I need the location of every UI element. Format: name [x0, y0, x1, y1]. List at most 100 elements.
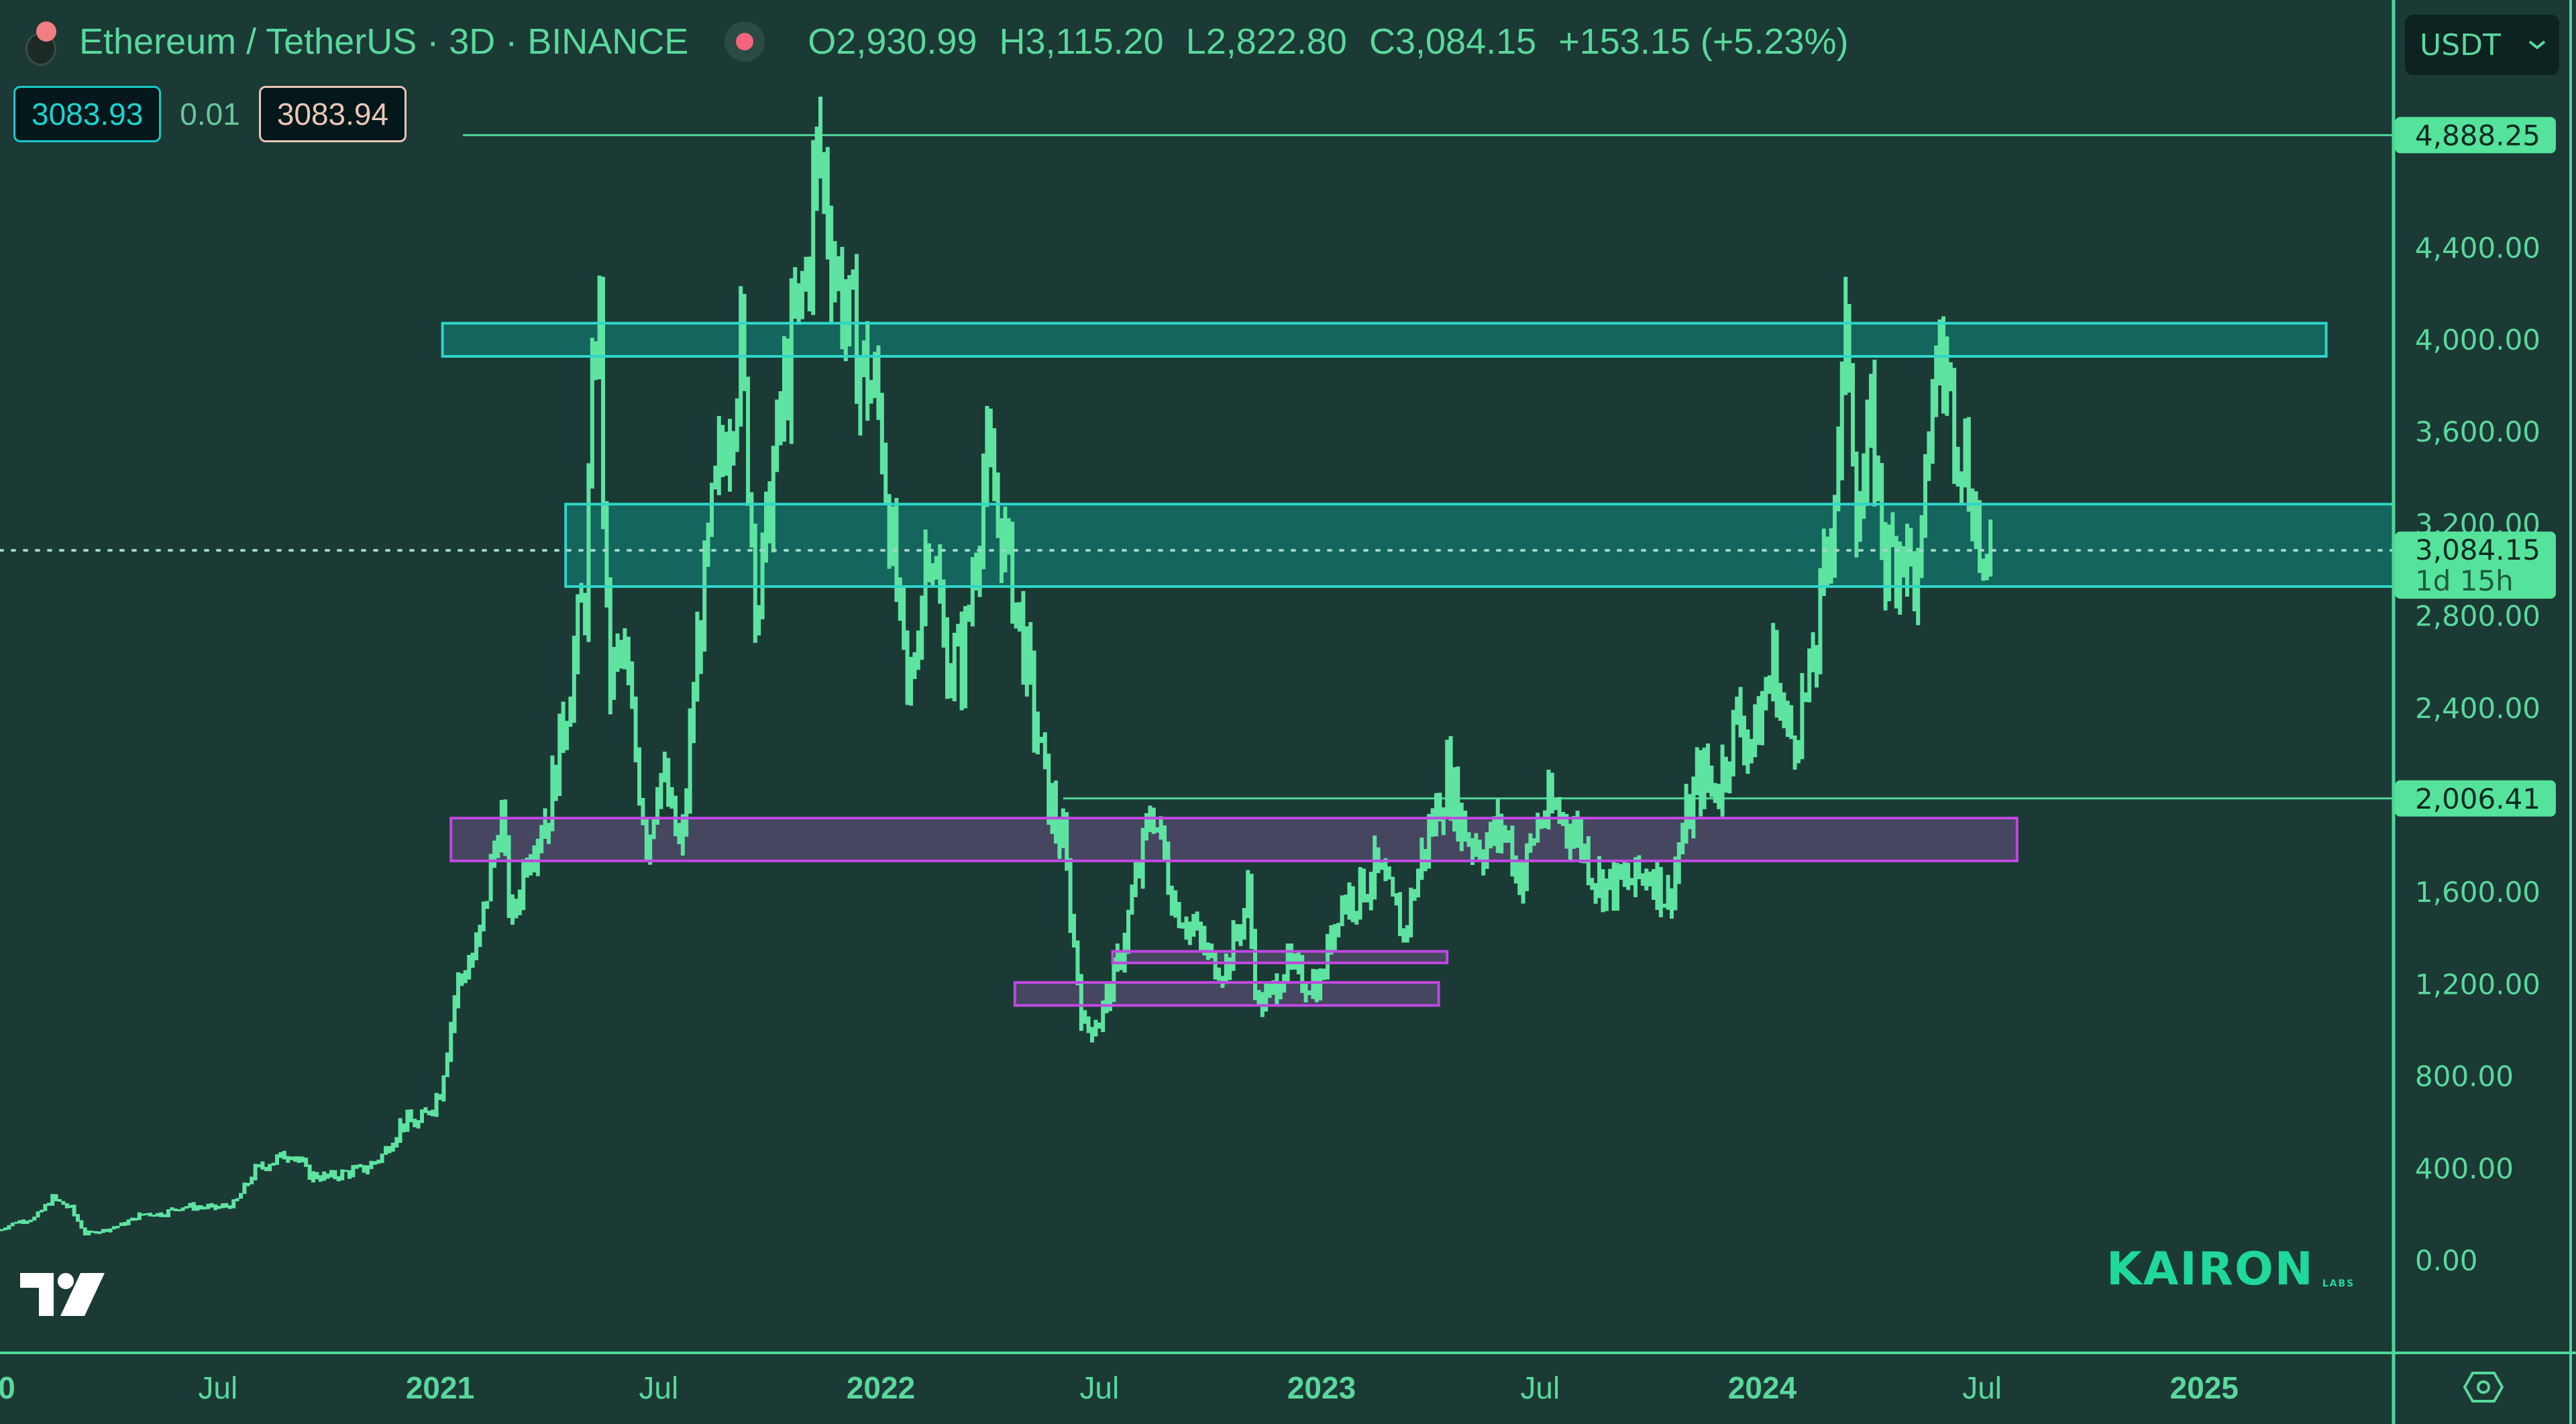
price-tick-label: 2,800.00	[2415, 600, 2540, 633]
candle	[282, 1151, 286, 1160]
price-label-box[interactable]	[2395, 780, 2556, 817]
candle	[1430, 808, 1435, 837]
support-zone-3[interactable]	[1111, 950, 1449, 964]
candle	[492, 840, 496, 868]
candle	[1717, 784, 1721, 809]
candle	[58, 1199, 62, 1202]
candle	[10, 1222, 15, 1227]
candle	[474, 932, 478, 960]
price-axis[interactable]	[2394, 0, 2576, 1424]
candle	[1181, 922, 1185, 929]
candle	[1101, 1000, 1106, 1033]
resistance-zone-0[interactable]	[441, 321, 2328, 358]
price-label-box[interactable]	[2395, 531, 2556, 599]
support-zone-fill[interactable]	[1014, 982, 1439, 1006]
candle	[1619, 864, 1623, 880]
candle	[1695, 747, 1699, 795]
candle	[1536, 813, 1540, 843]
support-zone-4[interactable]	[1013, 980, 1440, 1007]
candle	[553, 764, 558, 801]
candle	[843, 279, 848, 362]
tradingview-logo-icon[interactable]	[19, 1272, 106, 1322]
candle	[64, 1203, 69, 1209]
candle	[1843, 276, 1848, 395]
candle	[576, 594, 580, 674]
candle	[1126, 909, 1130, 954]
candle	[1032, 650, 1036, 753]
candle	[1036, 711, 1040, 755]
sell-price-button[interactable]: 3083.93	[13, 86, 162, 142]
candle	[431, 1109, 435, 1117]
candle	[488, 854, 493, 902]
candle	[1960, 471, 1964, 505]
price-label-box[interactable]	[2395, 117, 2556, 154]
candle	[713, 465, 718, 490]
candle	[1756, 696, 1761, 746]
time-tick-label: Jul	[1079, 1370, 1119, 1405]
candle	[818, 97, 822, 179]
candle	[1680, 823, 1685, 855]
candle	[318, 1175, 323, 1182]
candle	[311, 1171, 315, 1183]
candle	[1702, 748, 1707, 809]
candle	[1173, 890, 1178, 918]
candle	[177, 1209, 182, 1212]
candle	[1699, 750, 1703, 817]
candle	[1427, 813, 1432, 869]
candle	[170, 1207, 174, 1211]
candle	[413, 1119, 417, 1127]
support-zone-fill[interactable]	[451, 818, 2017, 861]
candle	[1068, 858, 1073, 933]
candle	[1028, 622, 1033, 685]
candle	[590, 338, 594, 489]
candle	[1485, 832, 1489, 869]
candle	[1409, 887, 1413, 937]
support-zone-2[interactable]	[449, 817, 2019, 862]
candle	[485, 901, 490, 909]
candle	[511, 894, 515, 925]
candle	[916, 630, 920, 670]
candle	[76, 1214, 80, 1222]
open-value: O2,930.99	[808, 21, 977, 62]
candle	[376, 1160, 381, 1164]
candle	[315, 1172, 319, 1180]
candle	[1264, 981, 1269, 1012]
candle	[1709, 765, 1714, 797]
candle	[463, 970, 468, 984]
candle	[1815, 645, 1819, 688]
candle	[467, 955, 472, 980]
symbol-title[interactable]: Ethereum / TetherUS · 3D · BINANCE	[79, 21, 689, 62]
market-status-indicator[interactable]	[724, 21, 765, 62]
candle	[1945, 336, 1949, 416]
resistance-zone-fill[interactable]	[442, 323, 2326, 357]
time-tick-label: Jul	[198, 1370, 237, 1405]
candle	[402, 1123, 406, 1133]
time-axis[interactable]: 20 Jul 2021 Jul 2022 Jul 2023 Jul 2024 Jul 2025	[0, 1370, 2239, 1405]
settings-hexagon-icon[interactable]	[2463, 1370, 2504, 1407]
candle	[1894, 536, 1898, 609]
candle	[1387, 866, 1391, 880]
candle	[543, 808, 547, 839]
candle	[876, 345, 881, 420]
buy-price-button[interactable]: 3083.94	[258, 86, 407, 142]
candle	[977, 546, 982, 597]
candle	[920, 595, 924, 660]
candle	[1724, 756, 1728, 793]
candle	[898, 577, 902, 621]
candle	[1818, 568, 1823, 674]
currency-selector[interactable]: USDT	[2405, 15, 2559, 75]
candle	[938, 544, 943, 604]
candle	[1872, 360, 1877, 507]
support-zone-fill[interactable]	[1112, 951, 1448, 963]
candle	[1731, 709, 1735, 777]
candle	[695, 611, 700, 702]
time-tick-label: 20	[0, 1370, 15, 1405]
candle	[1528, 833, 1533, 853]
resistance-zone-fill[interactable]	[566, 504, 2394, 587]
candle	[268, 1164, 272, 1172]
candle	[503, 799, 508, 856]
candle	[1640, 873, 1645, 886]
candle	[623, 628, 627, 670]
candle	[565, 721, 569, 750]
